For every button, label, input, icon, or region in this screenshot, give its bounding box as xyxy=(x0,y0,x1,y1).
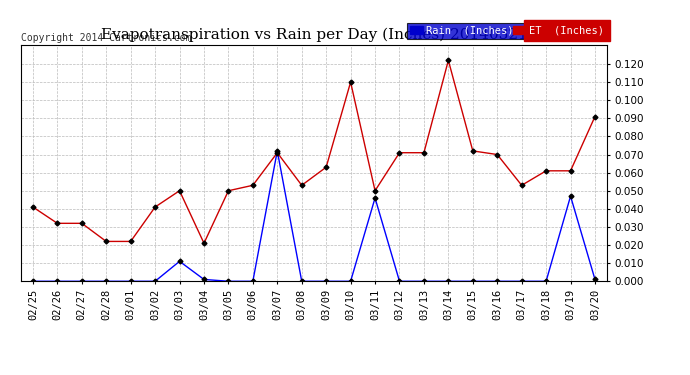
Text: Copyright 2014 Cartronics.com: Copyright 2014 Cartronics.com xyxy=(21,33,191,43)
Title: Evapotranspiration vs Rain per Day (Inches) 20140321: Evapotranspiration vs Rain per Day (Inch… xyxy=(101,28,527,42)
Legend: Rain  (Inches), ET  (Inches): Rain (Inches), ET (Inches) xyxy=(407,22,607,39)
